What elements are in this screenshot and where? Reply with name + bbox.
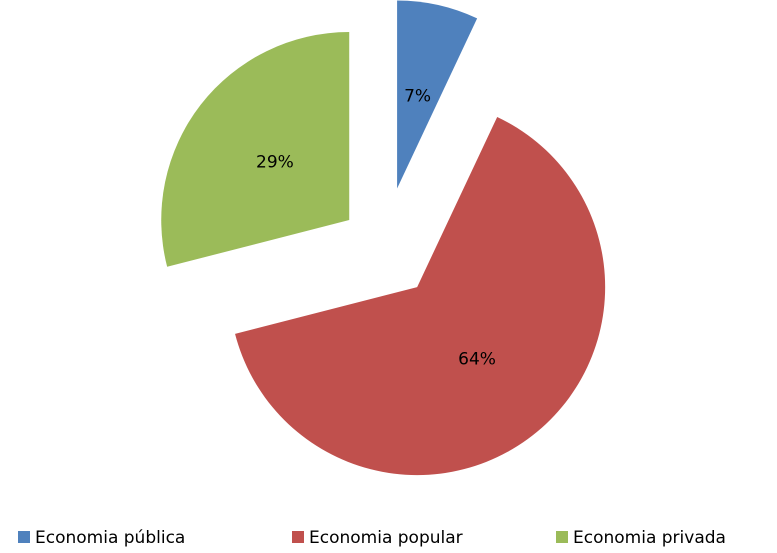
pie-slice (161, 32, 350, 267)
data-label: 29% (256, 152, 294, 172)
legend-swatch (18, 531, 30, 543)
legend-swatch (292, 531, 304, 543)
data-label: 7% (404, 87, 431, 107)
legend-label: Economia privada (573, 528, 726, 548)
legend-label: Economia popular (309, 528, 463, 548)
pie-slice (235, 116, 606, 476)
data-label: 64% (458, 349, 496, 369)
legend-swatch (556, 531, 568, 543)
legend-label: Economia pública (35, 528, 185, 548)
pie-slice (397, 0, 478, 189)
